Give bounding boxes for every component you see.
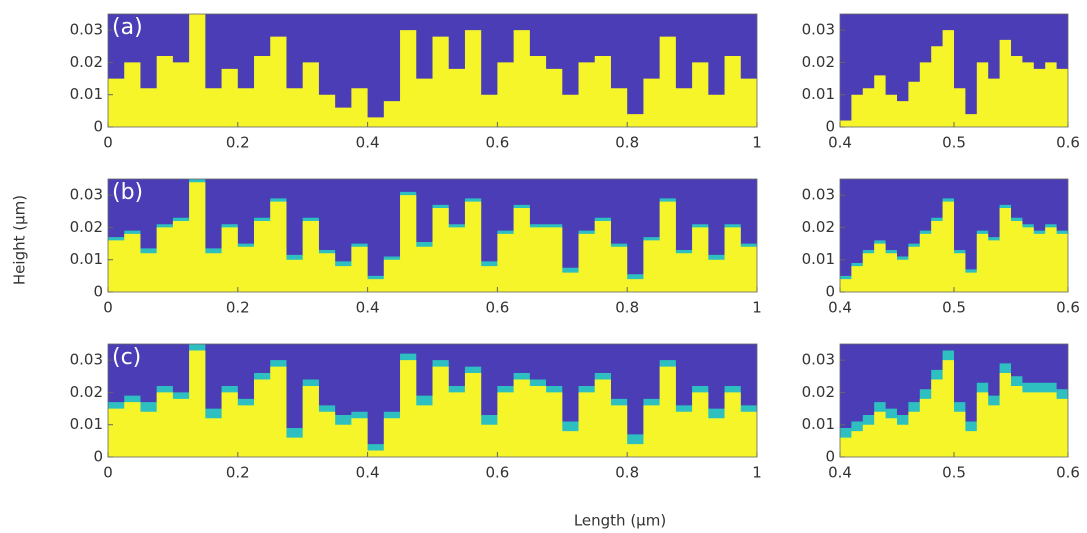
x-tick-label: 0.8	[615, 134, 639, 152]
x-axis-label: Length (μm)	[574, 512, 666, 530]
x-tick-label: 0.4	[828, 464, 852, 482]
y-tick-label: 0.01	[70, 415, 103, 433]
height-profile	[840, 30, 1068, 128]
x-tick-label: 0.6	[485, 464, 509, 482]
x-tick-label: 0.8	[615, 299, 639, 317]
x-tick-label: 0.2	[226, 134, 250, 152]
x-tick-label: 0.6	[1056, 464, 1080, 482]
plot-frame	[107, 343, 758, 458]
y-tick-label: 0.03	[802, 186, 835, 204]
y-tick-label: 0	[825, 118, 835, 136]
panel-label: (c)	[112, 345, 141, 370]
x-tick-label: 0.2	[226, 299, 250, 317]
y-tick-label: 0.02	[802, 383, 835, 401]
x-tick-label: 1	[752, 134, 762, 152]
x-tick-label: 0.8	[615, 464, 639, 482]
panel-label: (a)	[112, 15, 143, 40]
panel-label: (b)	[112, 180, 143, 205]
y-tick-label: 0	[825, 283, 835, 301]
x-tick-label: 0.4	[356, 134, 380, 152]
plot-frame	[107, 178, 758, 293]
x-tick-label: 0.4	[828, 134, 852, 152]
y-tick-label: 0	[93, 118, 103, 136]
y-tick-label: 0.02	[70, 383, 103, 401]
x-tick-label: 0.6	[1056, 299, 1080, 317]
y-tick-label: 0.01	[802, 250, 835, 268]
plot-frame	[107, 13, 758, 128]
height-profile	[108, 350, 757, 457]
y-tick-label: 0.03	[802, 351, 835, 369]
x-tick-label: 0	[103, 134, 113, 152]
height-profile	[840, 201, 1068, 292]
y-tick-label: 0.02	[70, 53, 103, 71]
y-tick-label: 0.01	[802, 85, 835, 103]
x-tick-label: 0.2	[226, 464, 250, 482]
y-tick-label: 0	[93, 448, 103, 466]
y-tick-label: 0.01	[70, 250, 103, 268]
y-tick-label: 0.03	[70, 21, 103, 39]
height-profile	[840, 360, 1068, 457]
x-tick-label: 1	[752, 299, 762, 317]
x-tick-label: 0.4	[356, 464, 380, 482]
x-tick-label: 0.5	[942, 464, 966, 482]
y-tick-label: 0.03	[70, 186, 103, 204]
y-tick-label: 0	[93, 283, 103, 301]
x-tick-label: 0.5	[942, 299, 966, 317]
y-tick-label: 0.01	[802, 415, 835, 433]
x-tick-label: 0.4	[356, 299, 380, 317]
x-tick-label: 0.4	[828, 299, 852, 317]
y-tick-label: 0.03	[802, 21, 835, 39]
x-tick-label: 1	[752, 464, 762, 482]
y-axis-label: Height (μm)	[11, 195, 29, 285]
x-tick-label: 0.6	[1056, 134, 1080, 152]
x-tick-label: 0.6	[485, 134, 509, 152]
y-tick-label: 0	[825, 448, 835, 466]
y-tick-label: 0.01	[70, 85, 103, 103]
y-tick-label: 0.02	[70, 218, 103, 236]
x-tick-label: 0	[103, 464, 113, 482]
x-tick-label: 0.6	[485, 299, 509, 317]
y-tick-label: 0.03	[70, 351, 103, 369]
height-profile	[108, 182, 757, 292]
x-tick-label: 0.5	[942, 134, 966, 152]
height-profile	[108, 14, 757, 127]
y-tick-label: 0.02	[802, 218, 835, 236]
y-tick-label: 0.02	[802, 53, 835, 71]
x-tick-label: 0	[103, 299, 113, 317]
